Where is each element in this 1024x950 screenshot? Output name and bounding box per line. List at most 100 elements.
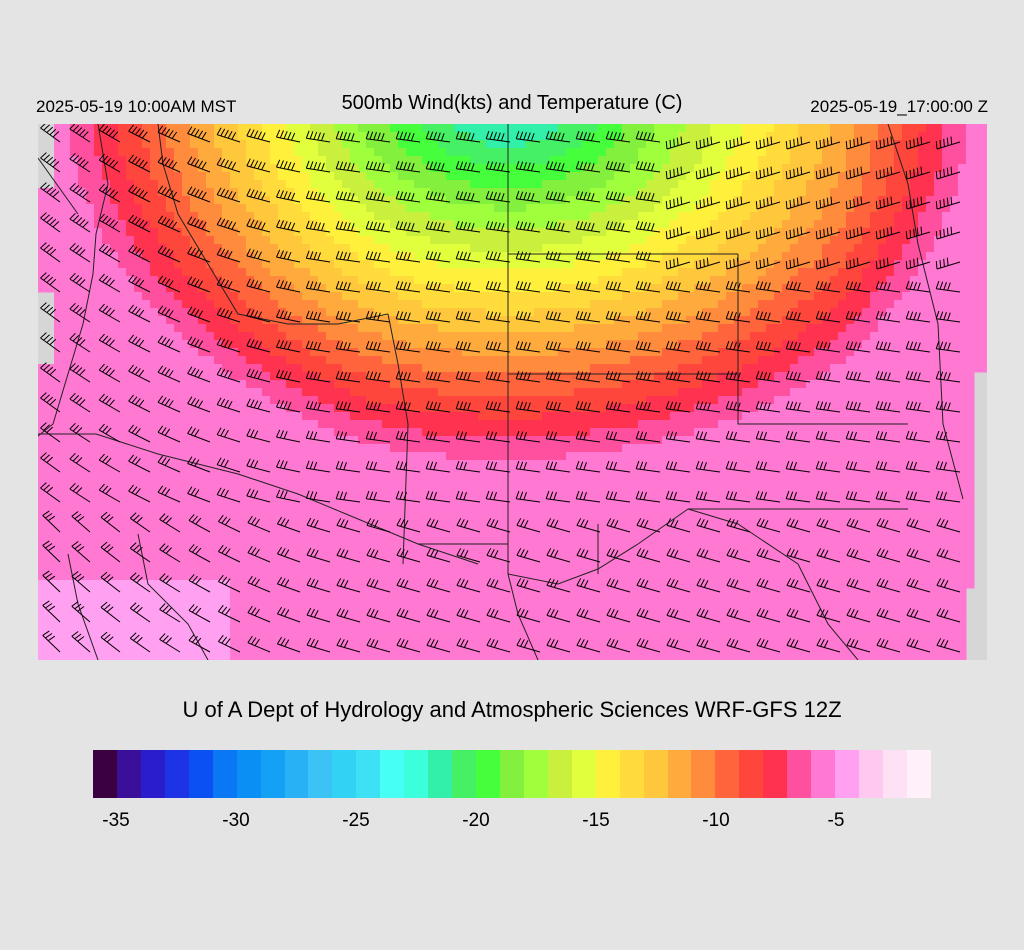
colorbar-swatch [547,750,572,798]
wind-barb [726,638,751,653]
wind-barb [365,130,391,143]
wind-barb [695,136,721,150]
wind-barb [725,490,751,503]
wind-barb [395,430,421,443]
wind-barb [785,226,811,240]
wind-barb [335,250,361,263]
wind-barb [128,184,151,203]
wind-barb [905,226,931,240]
wind-barb [455,160,481,173]
wind-barb [455,490,481,503]
wind-barb [635,220,661,233]
wind-barb [755,340,781,353]
wind-barb [425,340,451,353]
wind-barb [306,577,331,593]
wind-barb [845,136,871,150]
wind-barb [216,427,241,443]
wind-barb [816,608,841,623]
wind-barb [456,578,481,593]
state-borders [38,124,964,660]
colorbar-swatch [380,750,405,798]
wind-barb [188,514,211,533]
wind-barb [905,136,931,150]
wind-barb [455,190,481,203]
wind-barb [666,518,691,533]
wind-barb [129,542,151,563]
wind-barb [98,273,121,293]
wind-barb [40,212,61,233]
wind-barb [816,578,841,593]
wind-barb [276,309,301,323]
wind-barb [815,370,841,383]
wind-barb [246,278,271,293]
wind-barb [876,638,901,653]
wind-barb [695,430,721,443]
wind-barb [365,310,391,323]
wind-barb [335,220,361,233]
wind-barb [696,578,721,593]
wind-barb [425,280,451,293]
wind-barb [159,543,181,563]
colorbar-swatch [164,750,189,798]
wind-barb [725,280,751,293]
state-border [508,373,908,425]
wind-barb [576,518,601,533]
wind-barb [69,362,91,383]
wind-barb [276,546,301,563]
wind-barb [100,601,121,623]
wind-barb [187,276,211,293]
wind-barb [246,398,271,413]
wind-barb [305,250,331,263]
wind-barb [756,548,781,563]
wind-barb [755,136,781,150]
wind-barb [276,636,301,653]
wind-barb [846,638,871,653]
wind-barb [365,190,391,203]
wind-barb [665,257,691,270]
wind-barb [786,638,811,653]
wind-barb [785,196,811,210]
wind-barb [725,430,751,443]
wind-barb [815,490,841,503]
wind-barb [695,310,721,323]
wind-barb [516,518,541,533]
wind-barb [69,152,91,173]
wind-barb [486,548,511,563]
wind-barb [246,188,271,203]
wind-barb [98,213,121,233]
wind-barb [906,608,931,623]
wind-barb [785,310,811,323]
wind-barb [545,280,571,293]
wind-barb [71,571,91,593]
wind-barb [247,635,271,653]
wind-barb [335,130,361,143]
wind-barb [845,370,871,383]
wind-barb [128,244,151,263]
wind-barb [335,310,361,323]
wind-barb [69,182,91,203]
colorbar-swatch [140,750,165,798]
wind-barb [725,226,751,240]
wind-barb [485,160,511,173]
wind-barb [695,370,721,383]
wind-barb [71,601,91,623]
wind-barb [276,339,301,353]
wind-barb [635,190,661,203]
wind-barb [128,454,151,473]
wind-barb [576,608,601,623]
wind-barb [42,540,61,563]
wind-barb [785,370,811,383]
wind-barb [485,460,511,473]
wind-barb [395,460,421,473]
wind-barb [396,578,421,593]
wind-barb [665,460,691,473]
wind-barb [605,250,631,263]
wind-barb [129,632,151,653]
wind-barb [426,518,451,533]
wind-barb [455,130,481,143]
wind-barb [636,548,661,563]
wind-barb [515,190,541,203]
wind-barb [395,250,421,263]
colorbar-swatch [308,750,333,798]
wind-barb [516,578,541,593]
